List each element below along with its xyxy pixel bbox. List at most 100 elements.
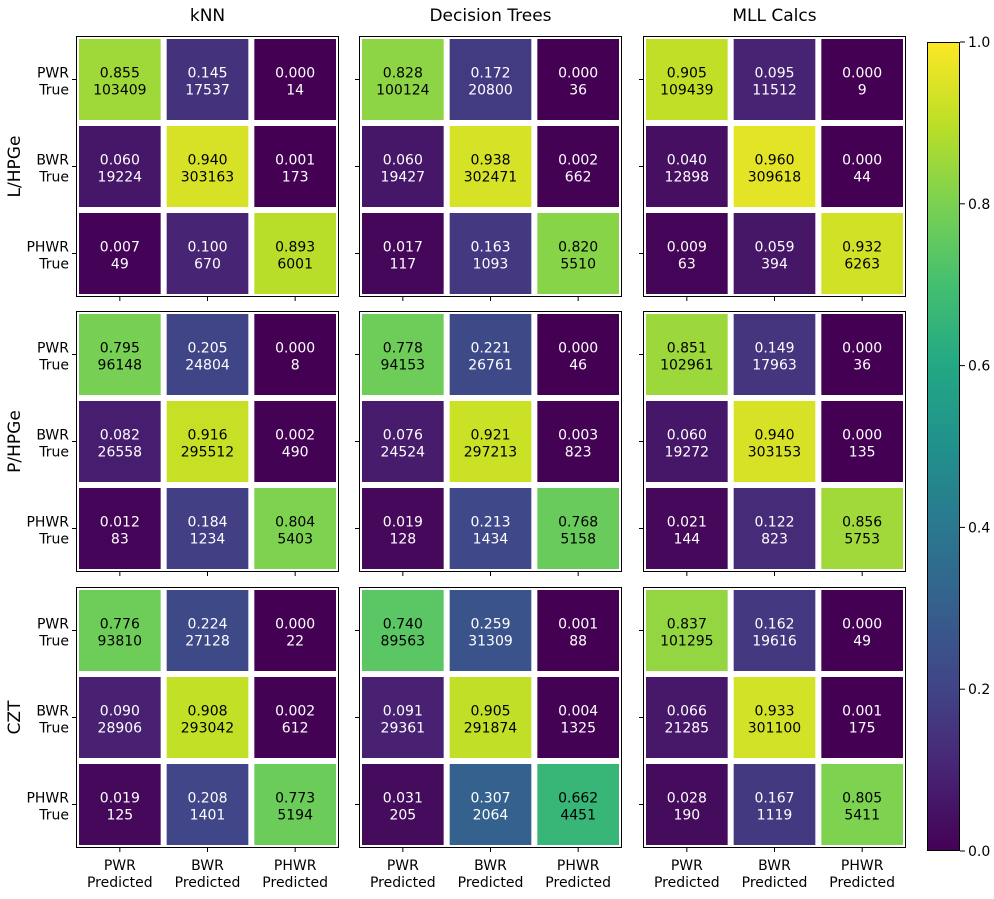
cell-count-label: 1119 (757, 808, 793, 824)
cell-fraction-label: 0.163 (470, 240, 510, 256)
cell-count-label: 24524 (381, 445, 426, 461)
heatmap-cell (254, 314, 336, 395)
cell-fraction-label: 0.776 (100, 617, 140, 633)
cell-count-label: 125 (106, 808, 133, 824)
cell-fraction-label: 0.773 (275, 791, 315, 807)
cell-count-label: 5158 (560, 532, 596, 548)
cell-count-label: 297213 (464, 445, 517, 461)
x-tick-label: Predicted (829, 875, 895, 891)
cell-fraction-label: 0.001 (275, 153, 315, 169)
heatmap-cell (821, 314, 903, 395)
heatmap-cell (449, 213, 532, 294)
x-tick-label: Predicted (370, 875, 436, 891)
colorbar-tick-label: 1.0 (968, 35, 990, 51)
heatmap-cell (733, 314, 816, 395)
panel-frame-0-2 (643, 36, 906, 297)
heatmap-cell (646, 126, 728, 207)
cell-fraction-label: 0.000 (842, 428, 882, 444)
x-tick-label: Predicted (175, 875, 241, 891)
cell-count-label: 190 (673, 808, 700, 824)
cell-count-label: 612 (282, 721, 309, 737)
heatmap-cell (79, 39, 161, 120)
cell-count-label: 28906 (98, 721, 143, 737)
y-tick-label: True (38, 257, 69, 273)
cell-count-label: 662 (565, 170, 592, 186)
heatmap-cell (254, 126, 336, 207)
x-tick-label: PWR (387, 858, 419, 874)
heatmap-cell (362, 213, 444, 294)
cell-fraction-label: 0.205 (187, 341, 227, 357)
cell-fraction-label: 0.960 (754, 153, 794, 169)
cell-count-label: 20800 (468, 83, 513, 99)
cell-fraction-label: 0.221 (470, 341, 510, 357)
cell-fraction-label: 0.856 (842, 515, 882, 531)
x-tick-label: Predicted (458, 875, 524, 891)
cell-fraction-label: 0.916 (187, 428, 227, 444)
y-tick-label: PWR (37, 66, 69, 82)
cell-fraction-label: 0.921 (470, 428, 510, 444)
cell-fraction-label: 0.855 (100, 66, 140, 82)
y-tick-label: PHWR (26, 515, 69, 531)
heatmap-cell (79, 764, 161, 845)
cell-fraction-label: 0.122 (754, 515, 794, 531)
heatmap-cell (254, 401, 336, 482)
cell-count-label: 26558 (98, 445, 143, 461)
cell-fraction-label: 0.000 (842, 341, 882, 357)
heatmap-cell (733, 213, 816, 294)
cell-fraction-label: 0.905 (470, 704, 510, 720)
cell-fraction-label: 0.007 (100, 240, 140, 256)
cell-fraction-label: 0.662 (558, 791, 598, 807)
cell-count-label: 1434 (473, 532, 509, 548)
heatmap-cell (646, 764, 728, 845)
heatmap-cell (362, 590, 444, 671)
panel-frame-2-1 (359, 587, 622, 848)
heatmap-cell (821, 39, 903, 120)
cell-fraction-label: 0.145 (187, 66, 227, 82)
heatmap-cell (79, 314, 161, 395)
cell-count-label: 291874 (464, 721, 518, 737)
heatmap-cell (79, 677, 161, 758)
cell-fraction-label: 0.100 (187, 240, 227, 256)
cell-count-label: 63 (678, 257, 696, 273)
heatmap-cell (362, 677, 444, 758)
heatmap-cell (166, 764, 249, 845)
cell-fraction-label: 0.003 (558, 428, 598, 444)
y-tick-label: PWR (37, 341, 69, 357)
cell-fraction-label: 0.002 (275, 428, 315, 444)
x-tick-label: Predicted (262, 875, 328, 891)
heatmap-cell (449, 677, 532, 758)
colorbar-tick-label: 0.8 (968, 197, 990, 213)
x-tick-label: PHWR (841, 858, 884, 874)
cell-count-label: 5194 (277, 808, 313, 824)
heatmap-cell (537, 314, 619, 395)
cell-count-label: 24804 (185, 358, 230, 374)
heatmap-cell (254, 677, 336, 758)
cell-count-label: 490 (282, 445, 309, 461)
cell-count-label: 83 (111, 532, 129, 548)
heatmap-cell (733, 590, 816, 671)
cell-fraction-label: 0.002 (275, 704, 315, 720)
y-tick-label: BWR (36, 153, 69, 169)
cell-fraction-label: 0.000 (275, 66, 315, 82)
cell-count-label: 96148 (98, 358, 143, 374)
heatmap-cell (537, 39, 619, 120)
cell-count-label: 1234 (190, 532, 226, 548)
cell-fraction-label: 0.908 (187, 704, 227, 720)
cell-fraction-label: 0.017 (383, 240, 423, 256)
cell-count-label: 49 (853, 634, 871, 650)
cell-fraction-label: 0.167 (754, 791, 794, 807)
cell-count-label: 17963 (752, 358, 797, 374)
cell-fraction-label: 0.000 (558, 341, 598, 357)
heatmap-cell (646, 488, 728, 569)
cell-fraction-label: 0.095 (754, 66, 794, 82)
cell-fraction-label: 0.778 (383, 341, 423, 357)
x-tick-label: BWR (191, 858, 224, 874)
y-tick-label: True (38, 445, 69, 461)
heatmap-cell (537, 126, 619, 207)
heatmap-cell (733, 401, 816, 482)
panel-frame-1-1 (359, 311, 622, 572)
cell-count-label: 823 (565, 445, 592, 461)
row-label-2: CZT (5, 700, 25, 735)
colorbar-tick-label: 0.4 (968, 520, 990, 536)
